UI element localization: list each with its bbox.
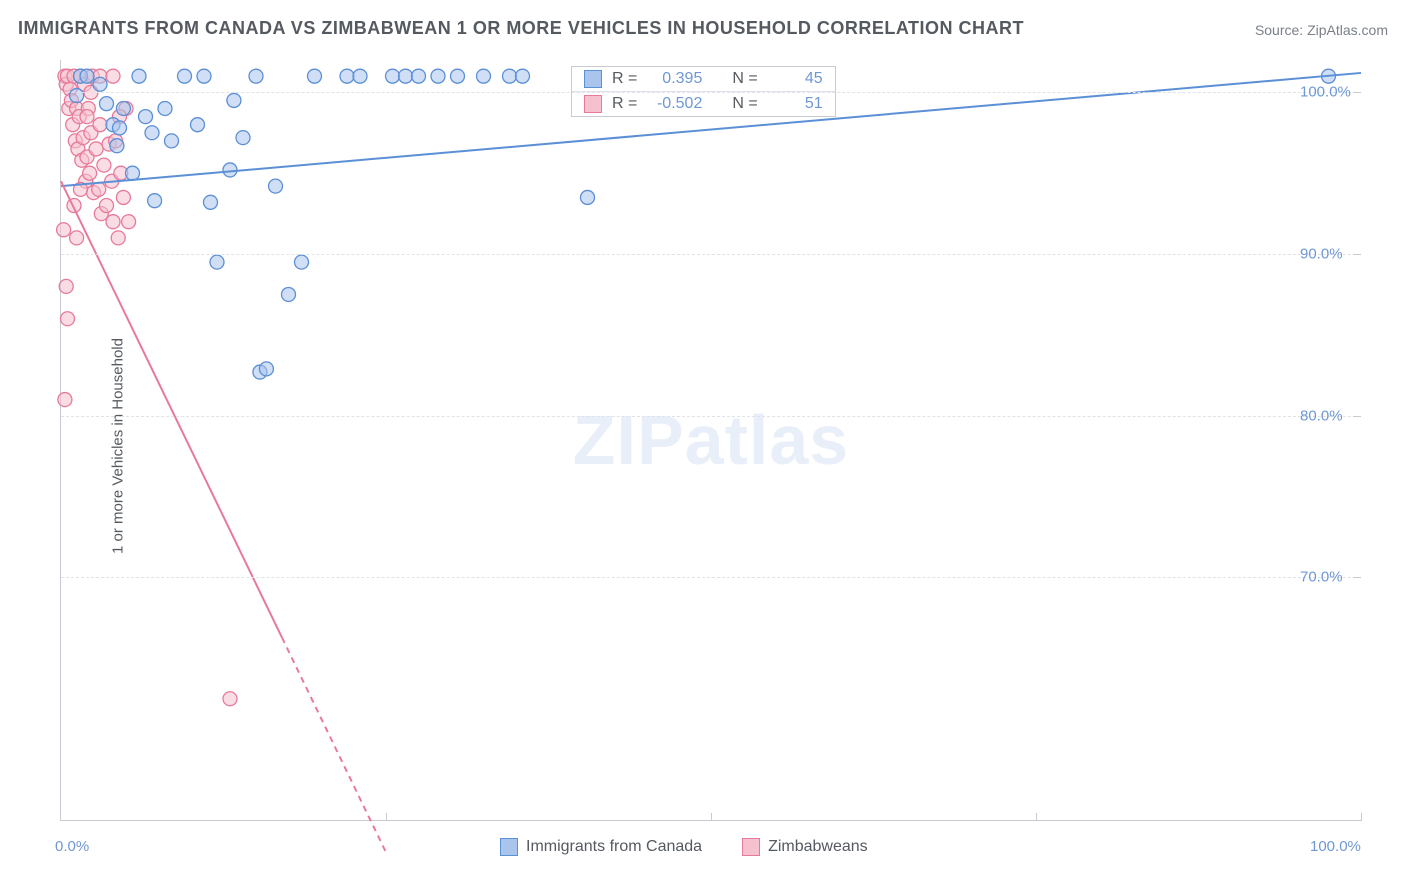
source-attribution: Source: ZipAtlas.com: [1255, 22, 1388, 38]
r-value-canada: 0.395: [647, 70, 702, 88]
r-value-zimbabwe: -0.502: [647, 95, 702, 113]
legend-row-canada: R = 0.395 N = 45: [572, 67, 835, 91]
plot-area: ZIPatlas R = 0.395 N = 45 R = -0.502 N =…: [60, 60, 1361, 821]
chart-title: IMMIGRANTS FROM CANADA VS ZIMBABWEAN 1 O…: [18, 18, 1024, 39]
x-tick-100: 100.0%: [1310, 838, 1361, 855]
n-value-canada: 45: [768, 70, 823, 88]
y-tick-label: 70.0%: [1300, 569, 1343, 586]
r-label: R =: [612, 95, 637, 113]
n-label: N =: [732, 70, 757, 88]
legend-item-canada: Immigrants from Canada: [500, 838, 702, 856]
swatch-blue: [500, 838, 518, 856]
y-tick-label: 100.0%: [1300, 84, 1351, 101]
swatch-blue: [584, 70, 602, 88]
n-label: N =: [732, 95, 757, 113]
r-label: R =: [612, 70, 637, 88]
swatch-pink: [584, 95, 602, 113]
n-value-zimbabwe: 51: [768, 95, 823, 113]
legend-item-zimbabwe: Zimbabweans: [742, 838, 868, 856]
series-legend: Immigrants from Canada Zimbabweans: [500, 838, 868, 856]
legend-label-canada: Immigrants from Canada: [526, 838, 702, 856]
chart-svg: [61, 60, 1361, 820]
y-tick-label: 90.0%: [1300, 246, 1343, 263]
legend-row-zimbabwe: R = -0.502 N = 51: [572, 91, 835, 116]
swatch-pink: [742, 838, 760, 856]
x-tick-0: 0.0%: [55, 838, 89, 855]
legend-label-zimbabwe: Zimbabweans: [768, 838, 868, 856]
y-tick-label: 80.0%: [1300, 407, 1343, 424]
